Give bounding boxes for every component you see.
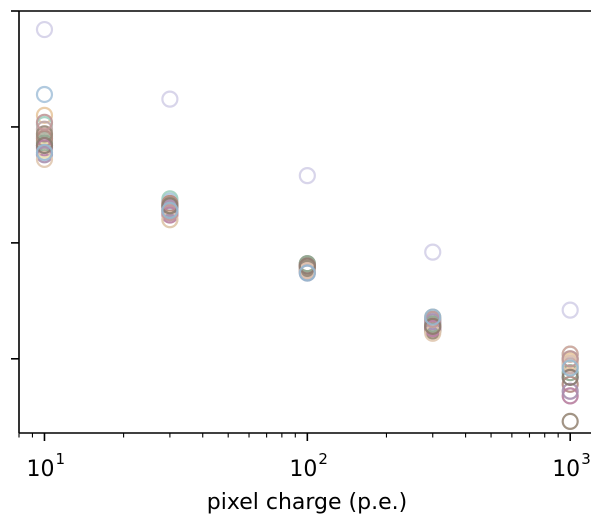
data-point bbox=[161, 197, 179, 215]
x-tick-label: 10 bbox=[26, 457, 54, 482]
x-ticks: 10 1 10 2 10 3 bbox=[18, 433, 591, 482]
data-point bbox=[35, 143, 54, 162]
data-point bbox=[424, 317, 442, 335]
data-point bbox=[561, 412, 579, 431]
data-point bbox=[35, 113, 54, 131]
data-point bbox=[298, 257, 316, 275]
x-tick-exponent: 3 bbox=[581, 450, 591, 468]
data-point bbox=[561, 301, 579, 319]
data-point bbox=[561, 387, 579, 405]
y-ticks bbox=[11, 10, 19, 360]
x-tick-label: 10 bbox=[289, 457, 317, 482]
x-tick-exponent: 2 bbox=[318, 450, 328, 468]
data-point bbox=[424, 243, 442, 261]
data-point bbox=[161, 201, 179, 220]
data-point bbox=[561, 368, 579, 386]
data-point bbox=[35, 136, 54, 155]
x-tick-label: 10 bbox=[552, 457, 580, 482]
data-point bbox=[561, 350, 579, 368]
data-point bbox=[424, 308, 442, 326]
x-tick-exponent: 1 bbox=[55, 450, 65, 468]
data-point bbox=[298, 167, 316, 185]
data-point bbox=[35, 85, 54, 104]
x-axis-title: pixel charge (p.e.) bbox=[207, 490, 407, 515]
data-point bbox=[298, 264, 316, 282]
data-point bbox=[161, 90, 179, 108]
axes: 10 1 10 2 10 3 bbox=[11, 10, 591, 482]
data-point bbox=[561, 375, 579, 393]
data-point bbox=[561, 359, 579, 377]
data-points bbox=[35, 20, 579, 431]
data-point bbox=[35, 20, 54, 39]
